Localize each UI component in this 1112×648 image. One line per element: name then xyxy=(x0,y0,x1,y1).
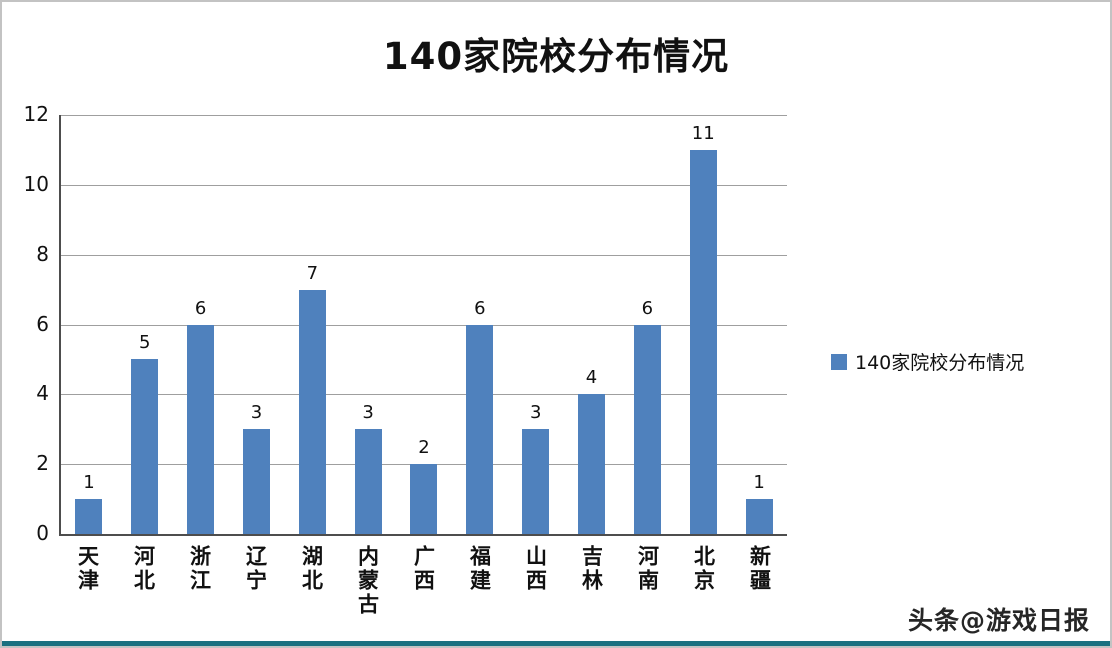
x-tick: 浙江 xyxy=(171,545,227,617)
bar-value-label: 5 xyxy=(139,332,151,354)
legend: 140家院校分布情况 xyxy=(831,348,1024,375)
bar-group-0: 1 xyxy=(61,115,117,534)
bar xyxy=(187,324,215,534)
bar-value-label: 3 xyxy=(529,402,542,424)
bar-group-11: 11 xyxy=(675,115,731,534)
y-tick-label: 12 xyxy=(23,101,49,126)
gridline xyxy=(61,115,787,116)
gridline xyxy=(61,254,787,256)
bar xyxy=(242,429,270,534)
gridline xyxy=(61,324,787,326)
bar-group-6: 2 xyxy=(396,115,452,534)
bar-group-4: 7 xyxy=(284,115,340,534)
bar xyxy=(75,499,103,534)
bar-value-label: 4 xyxy=(585,367,598,389)
bar-value-label: 6 xyxy=(194,297,207,319)
y-tick-label: 2 xyxy=(36,450,49,475)
bar xyxy=(522,429,550,534)
bar-value-label: 7 xyxy=(306,262,319,284)
bar-value-label: 6 xyxy=(474,297,486,319)
x-tick-label: 辽宁 xyxy=(243,545,268,593)
gridline xyxy=(61,394,787,396)
bar-group-12: 1 xyxy=(731,115,787,534)
x-tick: 广西 xyxy=(395,545,451,617)
bar-group-3: 3 xyxy=(229,115,285,534)
bar xyxy=(689,149,717,534)
x-tick-label: 湖北 xyxy=(299,545,324,593)
bar-value-label: 11 xyxy=(691,122,715,144)
x-tick: 河北 xyxy=(115,545,171,617)
bar-group-8: 3 xyxy=(508,115,564,534)
bar-value-label: 1 xyxy=(83,472,95,494)
bar xyxy=(633,324,661,534)
x-tick-label: 河北 xyxy=(131,545,156,593)
bar-value-label: 3 xyxy=(362,402,374,424)
bar-group-2: 6 xyxy=(173,115,229,534)
x-tick: 湖北 xyxy=(283,545,339,617)
x-tick: 天津 xyxy=(59,545,115,617)
bar xyxy=(354,429,382,534)
bar-group-9: 4 xyxy=(564,115,620,534)
bar-group-10: 6 xyxy=(619,115,675,534)
x-tick: 北京 xyxy=(675,545,731,617)
y-tick-label: 0 xyxy=(36,520,49,545)
bar xyxy=(131,359,159,534)
bar xyxy=(578,394,606,534)
x-tick-label: 天津 xyxy=(75,545,100,593)
x-tick-label: 浙江 xyxy=(187,545,212,593)
bar-value-label: 2 xyxy=(418,437,430,459)
bar-group-7: 6 xyxy=(452,115,508,534)
x-tick: 吉林 xyxy=(563,545,619,617)
bar xyxy=(298,289,326,534)
x-tick: 内蒙古 xyxy=(339,545,395,617)
bar xyxy=(466,324,494,534)
legend-label: 140家院校分布情况 xyxy=(855,352,1025,374)
bar-value-label: 3 xyxy=(250,402,263,424)
x-tick-label: 山西 xyxy=(523,545,548,593)
x-tick-label: 福建 xyxy=(467,545,492,593)
x-axis-labels: 天津 河北 浙江 辽宁 湖北 内蒙古 广西 福建 山西 吉林 河南 北京 新疆 xyxy=(59,545,787,617)
chart-title: 140家院校分布情况 xyxy=(382,35,730,78)
x-tick-label: 河南 xyxy=(635,545,660,593)
watermark-text: 头条@游戏日报 xyxy=(907,606,1090,635)
bars-row: 1 5 6 3 7 3 2 6 3 4 6 11 1 xyxy=(61,115,787,534)
x-tick-label: 广西 xyxy=(411,545,436,593)
bar xyxy=(410,464,438,534)
y-tick-label: 6 xyxy=(36,311,49,336)
x-tick: 辽宁 xyxy=(227,545,283,617)
legend-swatch-icon xyxy=(831,353,847,370)
x-tick: 新疆 xyxy=(731,545,787,617)
y-tick-label: 4 xyxy=(36,381,49,406)
bar-group-5: 3 xyxy=(340,115,396,534)
bar-group-1: 5 xyxy=(117,115,173,534)
bar-value-label: 1 xyxy=(753,472,765,494)
x-tick-label: 内蒙古 xyxy=(355,545,380,617)
x-tick-label: 新疆 xyxy=(747,545,772,593)
bar xyxy=(745,499,773,534)
y-tick-label: 8 xyxy=(36,241,49,266)
y-tick-label: 10 xyxy=(23,171,49,196)
plot-area: 0 2 4 6 8 10 12 1 5 6 3 7 3 2 6 3 4 6 11 1 xyxy=(24,102,787,545)
x-tick: 河南 xyxy=(619,545,675,617)
x-tick-label: 吉林 xyxy=(579,545,604,593)
x-tick: 福建 xyxy=(451,545,507,617)
bottom-border-bar xyxy=(2,641,1110,646)
x-tick-label: 北京 xyxy=(691,545,716,593)
gridline xyxy=(61,184,787,186)
bar-value-label: 6 xyxy=(641,297,654,319)
x-tick: 山西 xyxy=(507,545,563,617)
